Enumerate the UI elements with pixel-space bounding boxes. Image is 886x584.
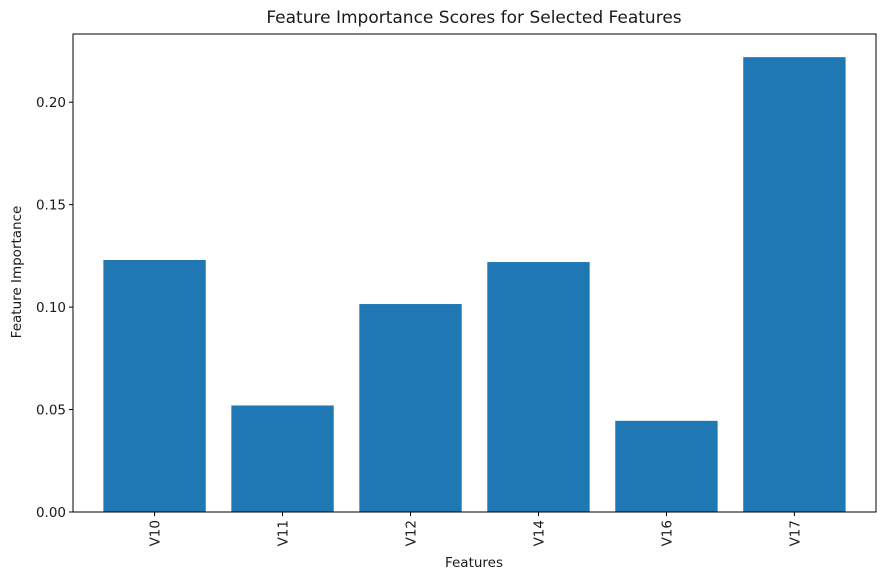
x-tick-label: V16 (659, 520, 675, 546)
chart-title: Feature Importance Scores for Selected F… (266, 8, 681, 28)
bar-v10 (103, 259, 206, 512)
y-tick-label: 0.10 (36, 300, 66, 316)
x-tick-label: V10 (148, 520, 164, 546)
x-tick-label: V12 (404, 520, 420, 546)
x-axis-label: Features (445, 555, 503, 571)
y-tick-label: 0.05 (36, 403, 66, 419)
x-tick-label: V11 (276, 520, 292, 546)
y-tick-label: 0.20 (36, 95, 66, 111)
y-axis-label: Feature Importance (9, 206, 25, 339)
bar-v17 (743, 57, 846, 513)
y-tick-label: 0.00 (36, 505, 66, 521)
bar-v11 (231, 405, 334, 512)
bar-v16 (615, 420, 718, 512)
x-tick-label: V14 (531, 520, 547, 546)
y-tick-label: 0.15 (36, 198, 66, 214)
plot-frame (72, 33, 877, 513)
x-tick-label: V17 (787, 520, 803, 546)
bar-v12 (359, 304, 462, 512)
bar-v14 (487, 262, 590, 512)
